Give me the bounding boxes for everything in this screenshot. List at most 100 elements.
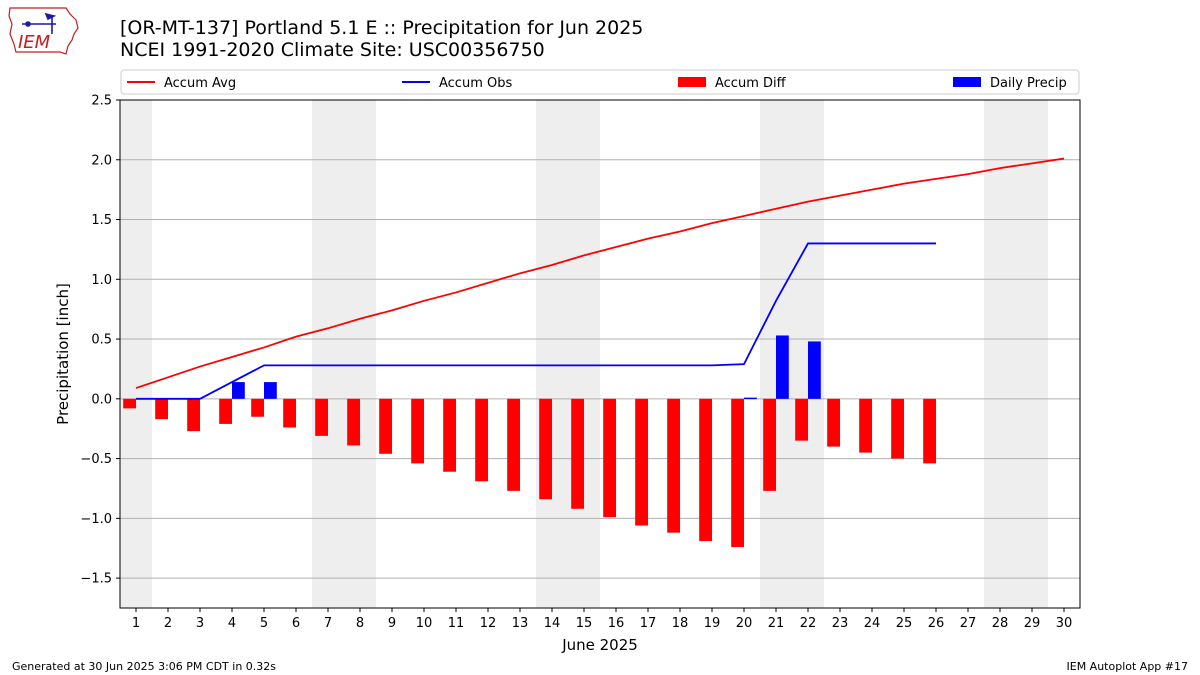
- plot-frame: [119, 99, 1081, 609]
- x-tick-label: 8: [356, 616, 364, 631]
- y-tick-label: −0.5: [80, 452, 112, 467]
- accum-diff-bar: [571, 398, 584, 509]
- legend: Accum Avg Accum Obs Accum Diff Daily Precip: [120, 69, 1080, 95]
- accum-obs-line: [136, 242, 936, 400]
- x-tick-label: 2: [164, 616, 172, 631]
- accum-diff-bar: [155, 398, 168, 420]
- x-tick-label: 14: [544, 616, 561, 631]
- logo-text: IEM: [18, 32, 51, 53]
- x-tick-label: 22: [800, 616, 817, 631]
- x-tick-label: 29: [1024, 616, 1041, 631]
- x-tick-label: 6: [292, 616, 300, 631]
- legend-label: Accum Diff: [715, 76, 787, 91]
- bars: [123, 335, 936, 548]
- accum-diff-bar: [475, 398, 488, 482]
- footer-app: IEM Autoplot App #17: [1066, 660, 1189, 673]
- y-tick-label: 0.5: [91, 333, 112, 348]
- accum-avg-line: [135, 157, 1065, 389]
- x-tick-label: 17: [640, 616, 657, 631]
- x-tick-label: 5: [260, 616, 268, 631]
- x-tick-label: 21: [768, 616, 785, 631]
- weekend-bands: [120, 100, 1048, 608]
- x-tick-label: 25: [896, 616, 913, 631]
- x-tick-label: 19: [704, 616, 721, 631]
- accum-diff-bar: [187, 398, 200, 432]
- chart-title: [OR-MT-137] Portland 5.1 E :: Precipitat…: [120, 17, 644, 39]
- x-tick-label: 9: [388, 616, 396, 631]
- x-tick-label: 12: [480, 616, 497, 631]
- accum-diff-bar: [923, 398, 936, 464]
- accum-diff-bar: [667, 398, 680, 533]
- x-tick-label: 16: [608, 616, 625, 631]
- iem-logo: IEM: [8, 7, 79, 55]
- x-tick-label: 3: [196, 616, 204, 631]
- weekend-band: [984, 100, 1048, 608]
- x-axis-label: June 2025: [561, 636, 638, 654]
- x-tick-label: 10: [416, 616, 433, 631]
- daily-precip-bar: [808, 341, 821, 399]
- iowa-map-outline-icon: [8, 7, 79, 55]
- x-tick-label: 24: [864, 616, 881, 631]
- x-tick-label: 28: [992, 616, 1009, 631]
- daily-precip-bar: [744, 397, 757, 400]
- y-axis-ticks: −1.5 −1.0 −0.5 0.0 0.5 1.0 1.5 2.0 2.5: [80, 94, 120, 587]
- accum-diff-bar: [827, 398, 840, 447]
- accum-diff-bar: [219, 398, 232, 424]
- footer-generated: Generated at 30 Jun 2025 3:06 PM CDT in …: [12, 660, 277, 673]
- accum-diff-bar: [315, 398, 328, 436]
- y-tick-label: 0.0: [91, 392, 112, 407]
- legend-label: Accum Obs: [439, 76, 512, 91]
- accum-diff-bar: [603, 398, 616, 518]
- accum-diff-bar: [539, 398, 552, 500]
- y-tick-label: 2.0: [91, 153, 112, 168]
- accum-diff-bar: [251, 398, 264, 417]
- x-tick-label: 7: [324, 616, 332, 631]
- accum-diff-bar: [123, 398, 136, 409]
- y-tick-label: 1.5: [91, 213, 112, 228]
- x-tick-label: 4: [228, 616, 236, 631]
- accum-diff-bar: [859, 398, 872, 453]
- weather-station-icon: [22, 12, 57, 34]
- accum-diff-bar: [379, 398, 392, 454]
- legend-swatch-bar: [678, 77, 706, 87]
- x-tick-label: 1: [132, 616, 140, 631]
- accum-diff-bar: [731, 398, 744, 548]
- accum-diff-bar: [283, 398, 296, 428]
- accum-diff-bar: [635, 398, 648, 526]
- accum-diff-bar: [891, 398, 904, 459]
- legend-swatch-bar: [953, 77, 981, 87]
- accum-diff-bar: [347, 398, 360, 446]
- x-tick-label: 15: [576, 616, 593, 631]
- x-tick-label: 26: [928, 616, 945, 631]
- series-lines: [135, 157, 1065, 400]
- legend-box: [120, 69, 1080, 95]
- x-tick-label: 18: [672, 616, 689, 631]
- legend-label: Accum Avg: [164, 76, 236, 91]
- x-axis-ticks: 1 2 3 4 5 6 7 8 9 10 11 12 13 14 15 16 17 18 19 20 21 22 23 24 2…: [132, 608, 1072, 631]
- legend-label: Daily Precip: [990, 76, 1067, 91]
- accum-diff-bar: [795, 398, 808, 441]
- y-tick-label: 2.5: [91, 94, 112, 109]
- accum-diff-bar: [763, 398, 776, 491]
- y-tick-label: −1.0: [80, 512, 112, 527]
- x-tick-label: 20: [736, 616, 753, 631]
- chart-subtitle: NCEI 1991-2020 Climate Site: USC00356750: [120, 39, 545, 61]
- accum-diff-bar: [411, 398, 424, 464]
- x-tick-label: 13: [512, 616, 529, 631]
- x-tick-label: 27: [960, 616, 977, 631]
- accum-diff-bar: [507, 398, 520, 491]
- weekend-band: [120, 100, 152, 608]
- daily-precip-bar: [776, 335, 789, 399]
- y-axis-label: Precipitation [inch]: [54, 283, 72, 425]
- x-tick-label: 11: [448, 616, 465, 631]
- weekend-band: [536, 100, 600, 608]
- y-tick-label: 1.0: [91, 273, 112, 288]
- daily-precip-bar: [264, 382, 277, 399]
- accum-diff-bar: [699, 398, 712, 542]
- weekend-band: [312, 100, 376, 608]
- x-tick-label: 30: [1056, 616, 1073, 631]
- x-tick-label: 23: [832, 616, 849, 631]
- accum-diff-bar: [443, 398, 456, 472]
- daily-precip-bar: [232, 382, 245, 399]
